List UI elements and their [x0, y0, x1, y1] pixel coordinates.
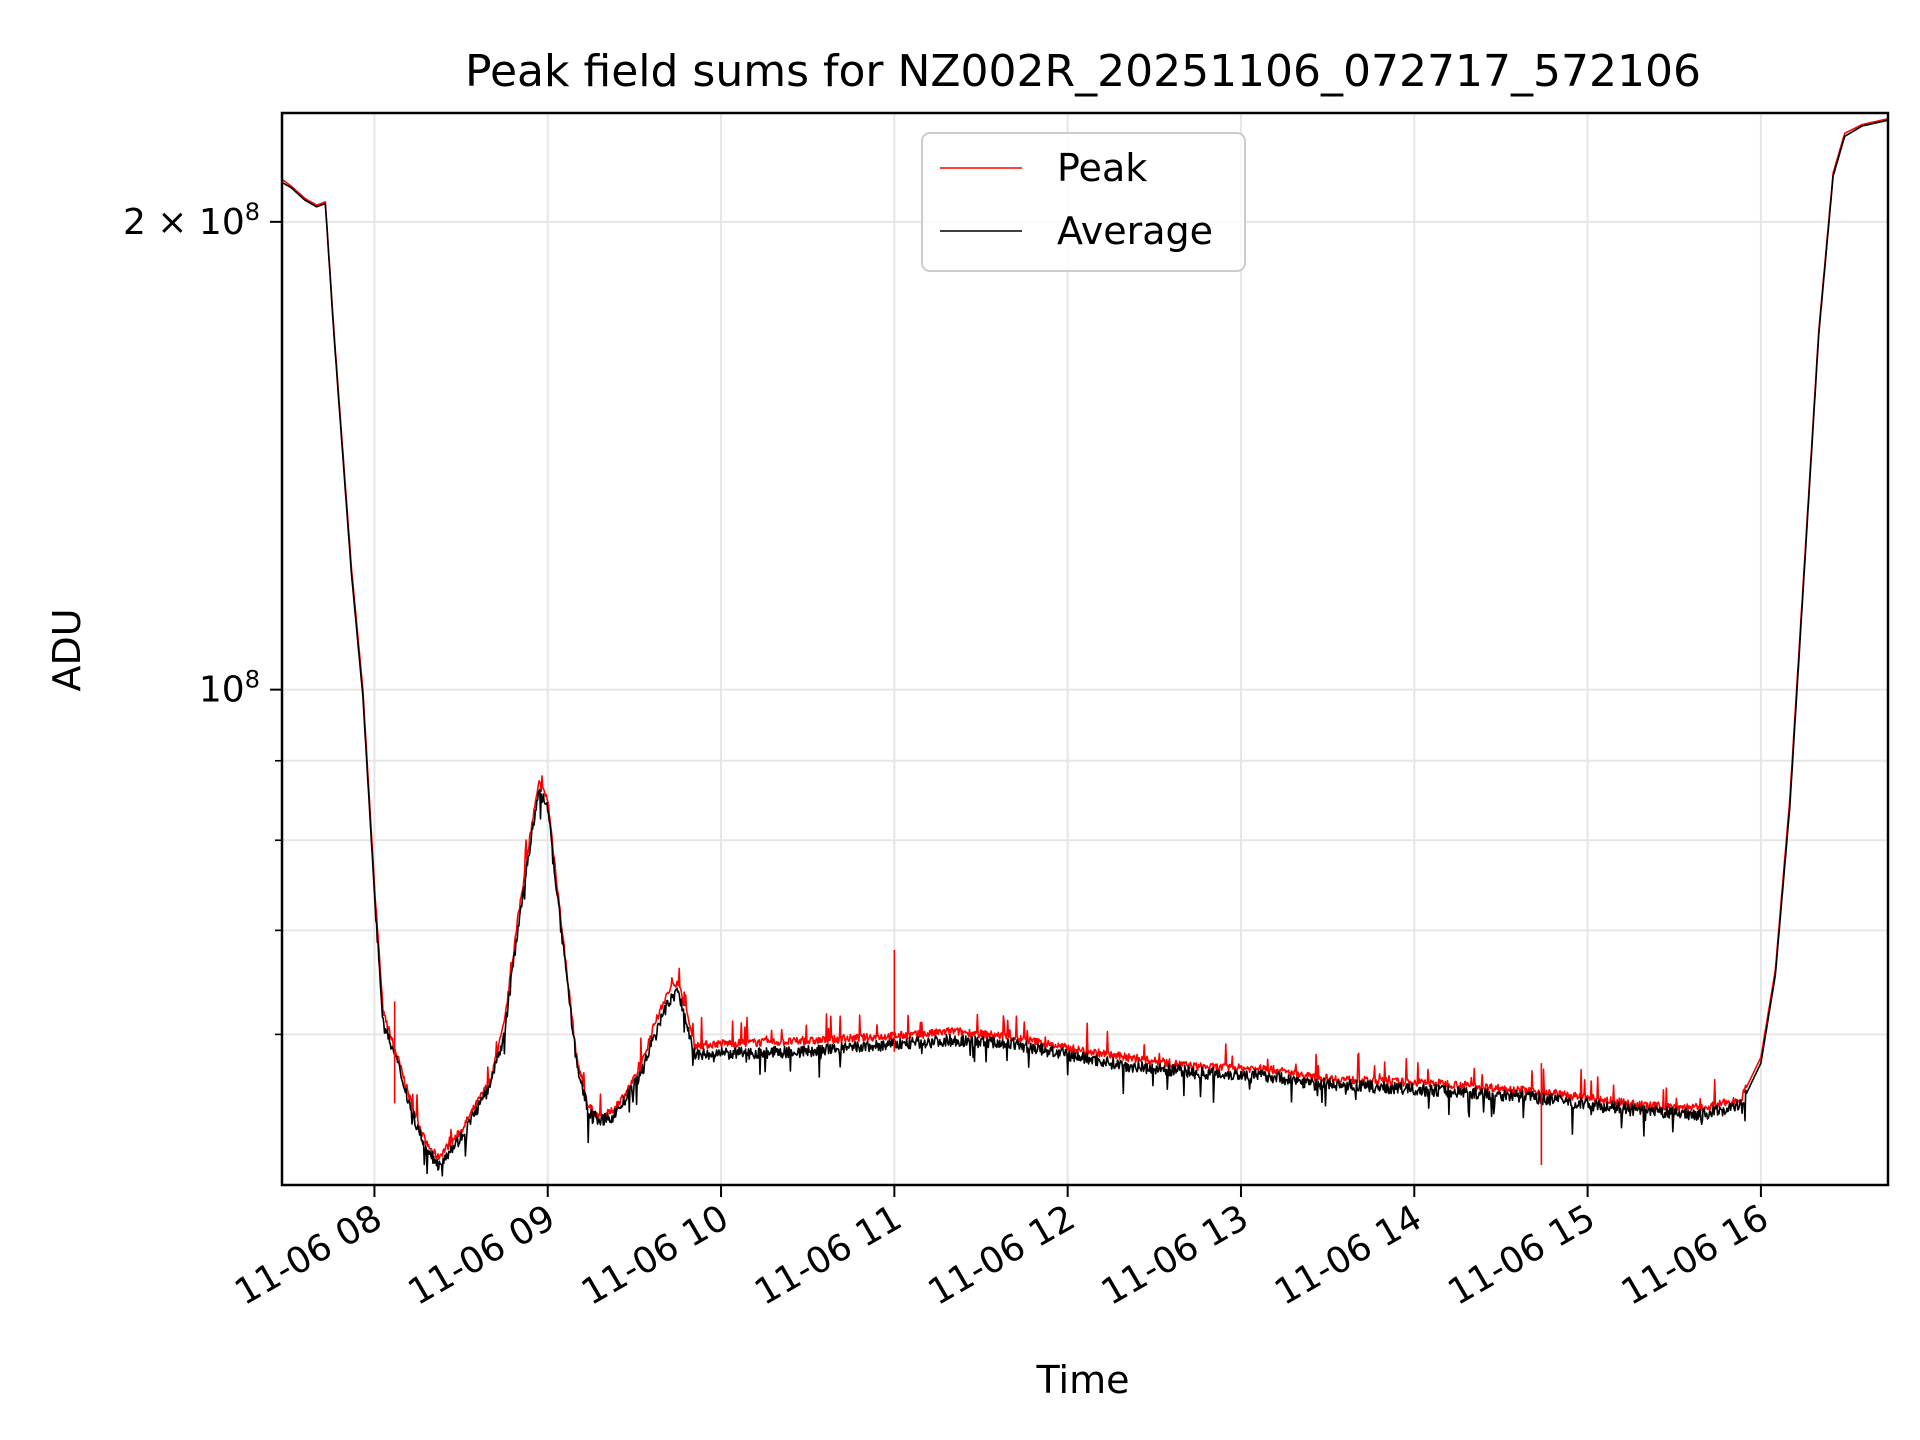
- legend: Peak Average: [921, 132, 1246, 272]
- y-tick-label: 108: [199, 666, 260, 711]
- series-line-average: [281, 119, 1889, 1177]
- legend-label-average: Average: [1057, 209, 1213, 253]
- y-axis-ticks: 108 2 × 108: [123, 198, 282, 1036]
- chart-title: Peak field sums for NZ002R_20251106_0727…: [465, 46, 1701, 97]
- legend-label-peak: Peak: [1057, 146, 1147, 190]
- series-lines: [281, 118, 1889, 1177]
- y-tick-label: 2 × 108: [123, 198, 260, 243]
- series-line-peak: [281, 118, 1889, 1160]
- x-axis-label: Time: [1036, 1358, 1130, 1402]
- y-axis-label: ADU: [45, 608, 89, 691]
- plot-frame: [280, 111, 1890, 1187]
